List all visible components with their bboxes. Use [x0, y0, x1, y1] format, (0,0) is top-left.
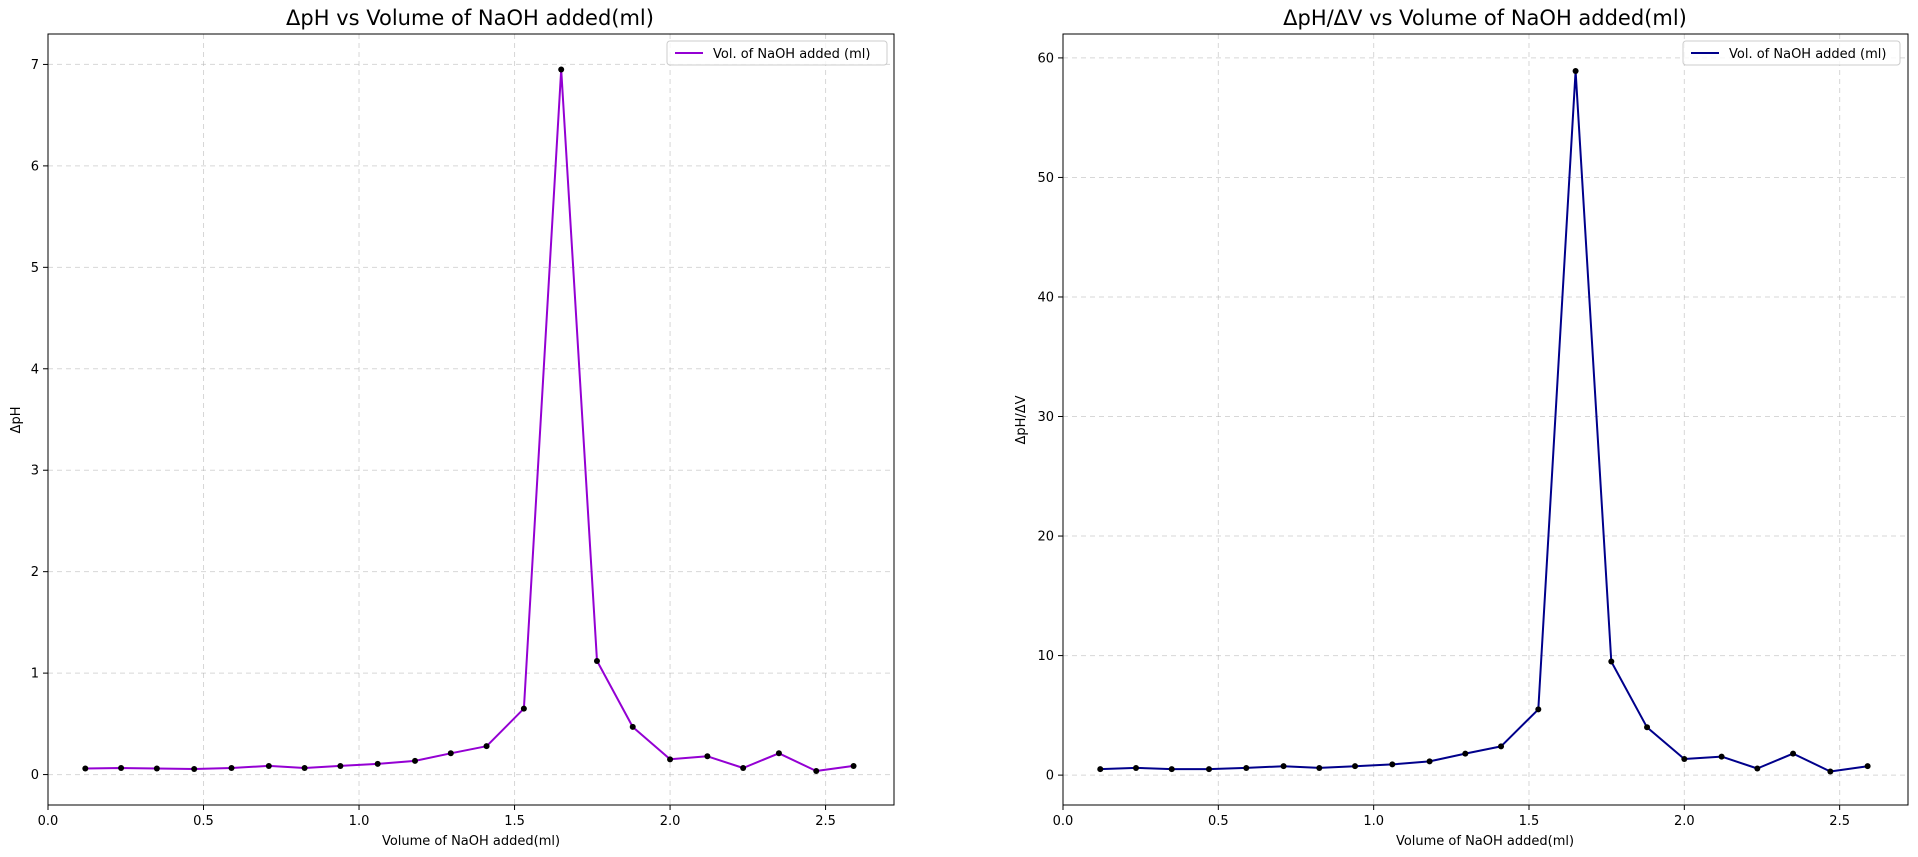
- chart-title: ΔpH vs Volume of NaOH added(ml): [286, 6, 654, 30]
- data-point: [558, 66, 565, 73]
- legend: Vol. of NaOH added (ml): [1682, 40, 1901, 66]
- data-point: [301, 764, 308, 771]
- x-tick-label: 1.5: [1519, 814, 1540, 829]
- data-point: [82, 765, 89, 772]
- data-point: [337, 762, 344, 769]
- data-point: [1206, 766, 1213, 773]
- chart-delta-ph: ΔpH vs Volume of NaOH added(ml) 0.0 0.5 1.…: [9, 6, 895, 849]
- data-point: [1389, 761, 1396, 768]
- x-axis-label: Volume of NaOH added(ml): [382, 834, 560, 849]
- x-tick-label: 2.5: [1829, 814, 1850, 829]
- data-point: [1790, 750, 1797, 757]
- data-point: [118, 764, 125, 771]
- data-point: [704, 753, 711, 760]
- x-tick-label: 1.0: [1363, 814, 1384, 829]
- y-tick-label: 0: [31, 768, 39, 783]
- data-point: [1426, 758, 1433, 765]
- y-axis-label: ΔpH: [9, 407, 24, 434]
- data-point: [1462, 750, 1469, 757]
- chart-title: ΔpH/ΔV vs Volume of NaOH added(ml): [1283, 6, 1687, 30]
- legend: Vol. of NaOH added (ml): [666, 40, 888, 66]
- y-axis-label: ΔpH/ΔV: [1014, 395, 1029, 444]
- data-point: [775, 750, 782, 757]
- y-tick-label: 60: [1037, 51, 1054, 66]
- series-line: [85, 68, 854, 772]
- plot-frame: [1062, 33, 1909, 806]
- legend-label: Vol. of NaOH added (ml): [713, 47, 870, 62]
- legend-label: Vol. of NaOH added (ml): [1729, 47, 1886, 62]
- data-point: [1572, 68, 1579, 75]
- y-tick-label: 10: [1037, 649, 1054, 664]
- data-point: [520, 705, 527, 712]
- data-point: [629, 723, 636, 730]
- x-axis-label: Volume of NaOH added(ml): [1396, 834, 1574, 849]
- data-point: [1644, 724, 1651, 731]
- chart-delta-ph-per-volume: ΔpH/ΔV vs Volume of NaOH added(ml) 0.0 0.…: [1014, 6, 1909, 849]
- x-tick-label: 0.0: [38, 814, 59, 829]
- legend-box: [1682, 40, 1901, 66]
- data-point: [1681, 755, 1688, 762]
- plot-frame: [47, 33, 895, 806]
- data-point: [483, 743, 490, 750]
- data-point: [1280, 763, 1287, 770]
- x-tick-label: 2.0: [660, 814, 681, 829]
- series-line: [1100, 70, 1868, 773]
- data-point: [850, 762, 857, 769]
- data-point: [593, 657, 600, 664]
- data-point: [1243, 764, 1250, 771]
- data-point: [1316, 764, 1323, 771]
- legend-box: [666, 40, 888, 66]
- y-tick-label: 2: [31, 565, 39, 580]
- data-point: [191, 765, 198, 772]
- y-tick-label: 1: [31, 667, 39, 682]
- y-tick-label: 20: [1037, 530, 1054, 545]
- x-tick-label: 1.0: [349, 814, 370, 829]
- data-point: [740, 764, 747, 771]
- data-point: [374, 760, 381, 767]
- data-point: [1133, 764, 1140, 771]
- y-tick-label: 6: [31, 159, 39, 174]
- data-point: [153, 765, 160, 772]
- x-tick-label: 0.5: [193, 814, 214, 829]
- data-point: [1864, 763, 1871, 770]
- data-point: [412, 757, 419, 764]
- data-point: [1168, 766, 1175, 773]
- y-tick-label: 30: [1037, 410, 1054, 425]
- x-tick-label: 1.5: [504, 814, 525, 829]
- data-point: [228, 764, 235, 771]
- x-tick-label: 2.5: [815, 814, 836, 829]
- data-point: [1498, 743, 1505, 750]
- data-point: [1827, 768, 1834, 775]
- data-point: [1718, 753, 1725, 760]
- data-point: [447, 750, 454, 757]
- data-point: [1535, 706, 1542, 713]
- data-point: [1097, 766, 1104, 773]
- data-point: [265, 762, 272, 769]
- data-point: [1608, 658, 1615, 665]
- y-tick-label: 40: [1037, 290, 1054, 305]
- x-tick-label: 0.5: [1208, 814, 1229, 829]
- data-point: [1754, 765, 1761, 772]
- y-tick-label: 5: [31, 261, 39, 276]
- data-point: [813, 768, 820, 775]
- y-tick-label: 4: [31, 362, 39, 377]
- x-tick-label: 2.0: [1674, 814, 1695, 829]
- y-tick-label: 3: [31, 464, 39, 479]
- y-tick-label: 7: [31, 58, 39, 73]
- y-tick-label: 0: [1046, 769, 1054, 784]
- data-point: [1352, 763, 1359, 770]
- data-point: [667, 756, 674, 763]
- x-tick-label: 0.0: [1053, 814, 1074, 829]
- y-tick-label: 50: [1037, 171, 1054, 186]
